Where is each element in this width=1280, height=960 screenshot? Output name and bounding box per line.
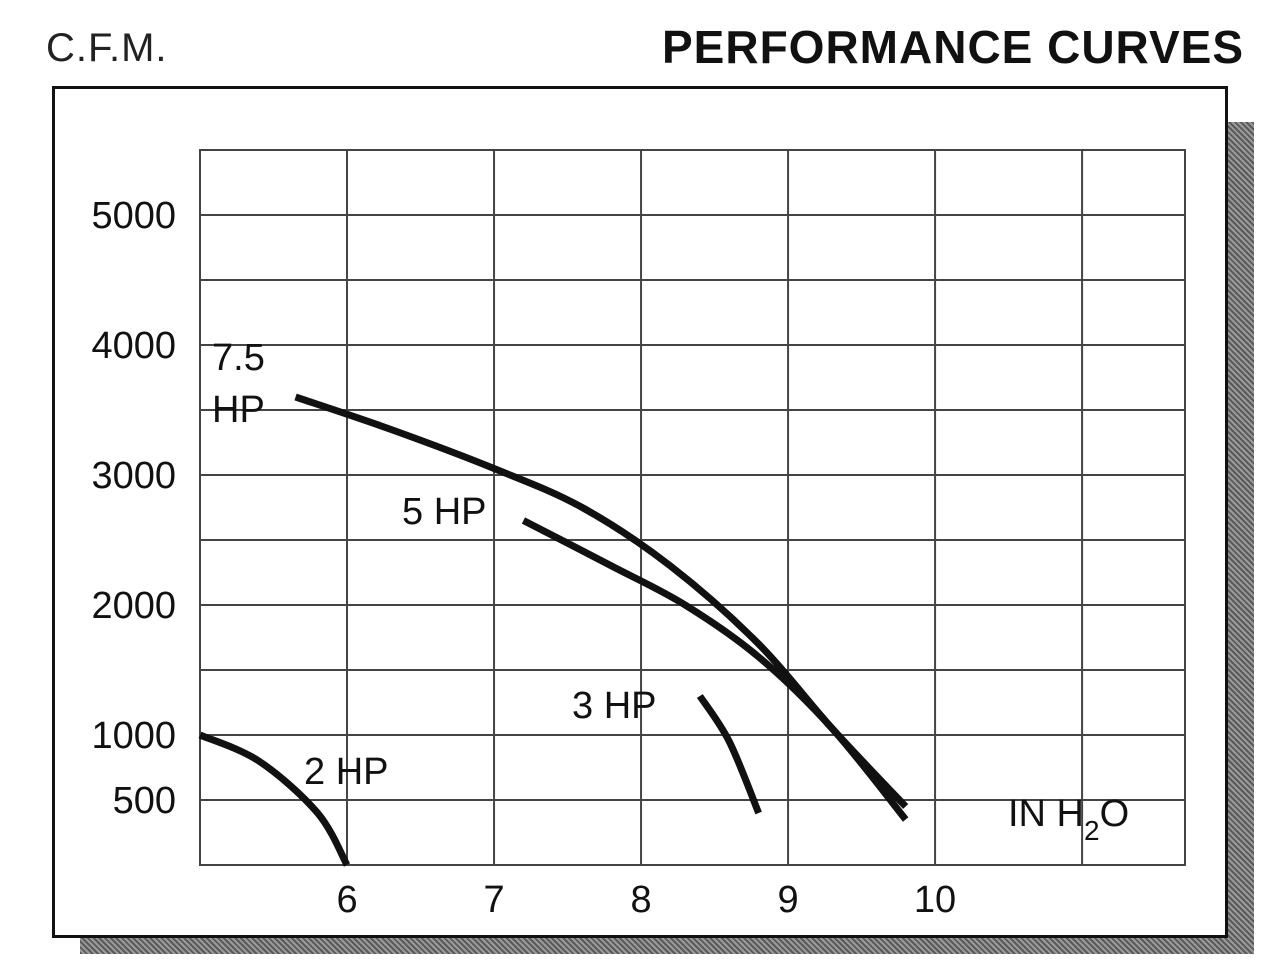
y-tick-label: 1000 [91, 715, 176, 757]
curve-label: HP [212, 389, 265, 431]
x-tick-label: 6 [336, 879, 357, 921]
y-tick-label: 5000 [91, 195, 176, 237]
x-axis-unit-tail: O [1100, 793, 1130, 835]
x-axis-unit-main: IN H [1008, 793, 1084, 835]
grid-lines [199, 149, 1186, 866]
curve-label: 7.5 [212, 337, 265, 379]
x-axis-unit-subscript: 2 [1084, 815, 1100, 846]
curve-2-hp [198, 731, 351, 867]
x-tick-label: 9 [777, 879, 798, 921]
curve-label: 3 HP [572, 685, 656, 727]
chart-title: PERFORMANCE CURVES [662, 21, 1244, 73]
y-tick-label: 500 [113, 780, 176, 822]
y-tick-label: 2000 [91, 585, 176, 627]
curves [198, 393, 909, 867]
curve-7-5-hp [294, 393, 909, 809]
x-axis-unit-label: IN H2O [1008, 793, 1129, 846]
curve-3-hp [696, 694, 762, 815]
y-tick-label: 4000 [91, 325, 176, 367]
x-tick-label: 10 [914, 879, 956, 921]
chart-frame [52, 86, 1228, 938]
x-tick-labels: 6 7 8 9 10 [336, 879, 956, 921]
y-tick-labels: 500 1000 2000 3000 4000 5000 [91, 195, 176, 822]
curve-labels: 7.5 HP 5 HP 3 HP 2 HP [212, 337, 656, 793]
curve-5-hp [521, 517, 909, 822]
y-axis-title: C.F.M. [46, 26, 168, 70]
curve-label: 2 HP [304, 751, 388, 793]
curve-label: 5 HP [402, 491, 486, 533]
plot-border [199, 149, 1186, 866]
y-tick-label: 3000 [91, 455, 176, 497]
x-tick-label: 8 [630, 879, 651, 921]
x-tick-label: 7 [483, 879, 504, 921]
